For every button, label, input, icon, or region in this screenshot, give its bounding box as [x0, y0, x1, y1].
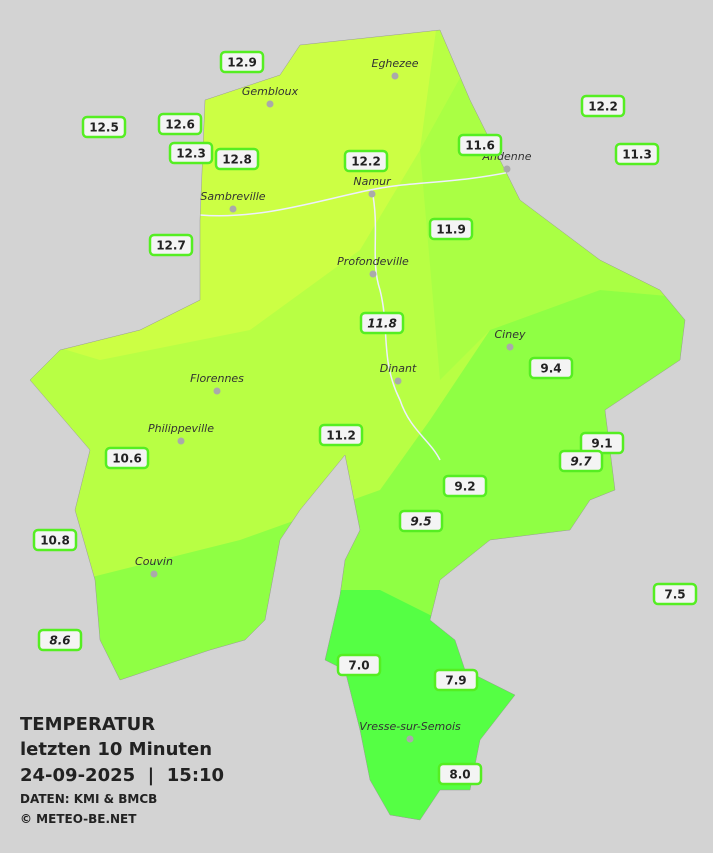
station-box [652, 582, 698, 606]
station-value: 10.8 [40, 534, 70, 548]
city-dot [394, 377, 402, 385]
legend-copyright: © METEO-BE.NET [20, 812, 137, 826]
station-box [580, 94, 626, 118]
station-value: 8.0 [449, 768, 470, 782]
station-value: 11.3 [622, 148, 652, 162]
city-label: Florennes [190, 372, 244, 385]
city-label: Philippeville [148, 422, 214, 435]
station-value: 9.2 [454, 480, 475, 494]
river [199, 169, 521, 461]
station-box [219, 50, 265, 74]
station-box [148, 233, 194, 257]
station-value: 7.5 [664, 588, 685, 602]
city-dot [266, 100, 274, 108]
city-dot [213, 387, 221, 395]
city-dot [406, 735, 414, 743]
station-box [214, 147, 260, 171]
station-value: 12.3 [176, 147, 206, 161]
legend-title: TEMPERATUR [20, 714, 155, 735]
city-label: Dinant [380, 362, 417, 375]
city-label: Couvin [135, 555, 173, 568]
legend-datetime: 24-09-2025 | 15:10 [20, 765, 224, 786]
city-label: Sambreville [200, 190, 265, 203]
city-dot [391, 72, 399, 80]
station-box [32, 528, 78, 552]
station-value: 12.8 [222, 153, 252, 167]
station-box [157, 112, 203, 136]
station-value: 9.7 [570, 455, 592, 469]
station-value: 12.7 [156, 239, 186, 253]
station-box [81, 115, 127, 139]
cities: EghezeeGemblouxAndenneNamurSambrevillePr… [135, 57, 532, 743]
city-dot [150, 570, 158, 578]
station-box [528, 356, 574, 380]
city-dot [506, 343, 514, 351]
city-label: Namur [353, 175, 392, 188]
station-box [37, 628, 83, 652]
station-value: 9.4 [540, 362, 561, 376]
station-box [318, 423, 364, 447]
station-value: 7.0 [348, 659, 369, 673]
city-label: Ciney [495, 328, 526, 341]
station-value: 12.9 [227, 56, 257, 70]
station-value: 10.6 [112, 452, 142, 466]
station-value: 12.6 [165, 118, 195, 132]
city-dot [503, 165, 511, 173]
station-value: 12.2 [588, 100, 618, 114]
station-value: 8.6 [49, 634, 70, 648]
station-value: 11.9 [436, 223, 466, 237]
legend-subtitle: letzten 10 Minuten [20, 739, 212, 760]
station-value: 9.5 [410, 515, 431, 529]
station-value: 12.2 [351, 155, 381, 169]
station-box [558, 449, 604, 473]
station-value: 7.9 [445, 674, 466, 688]
station-box [457, 133, 503, 157]
station-box [437, 762, 483, 786]
station-box [104, 446, 150, 470]
city-dot [369, 270, 377, 278]
city-dot [368, 190, 376, 198]
station-box [398, 509, 444, 533]
station-box [614, 142, 660, 166]
city-label: Vresse-sur-Semois [359, 720, 461, 733]
city-dot [229, 205, 237, 213]
station-box [442, 474, 488, 498]
station-value: 11.2 [326, 429, 356, 443]
station-box [168, 141, 214, 165]
station-value: 9.1 [591, 437, 612, 451]
city-label: Gembloux [242, 85, 299, 98]
station-box [343, 149, 389, 173]
city-dot [177, 437, 185, 445]
city-label: Profondeville [337, 255, 409, 268]
station-box [433, 668, 479, 692]
legend-source: DATEN: KMI & BMCB [20, 792, 157, 806]
stations: 12.9 12.5 12.6 12.3 12.8 12.2 11.6 12.2 11.3 12.7… [32, 50, 698, 786]
station-value: 11.6 [465, 139, 495, 153]
station-value: 11.8 [367, 317, 397, 331]
station-box [336, 653, 382, 677]
station-box [359, 311, 405, 335]
station-value: 12.5 [89, 121, 119, 135]
station-box [428, 217, 474, 241]
city-label: Eghezee [372, 57, 419, 70]
